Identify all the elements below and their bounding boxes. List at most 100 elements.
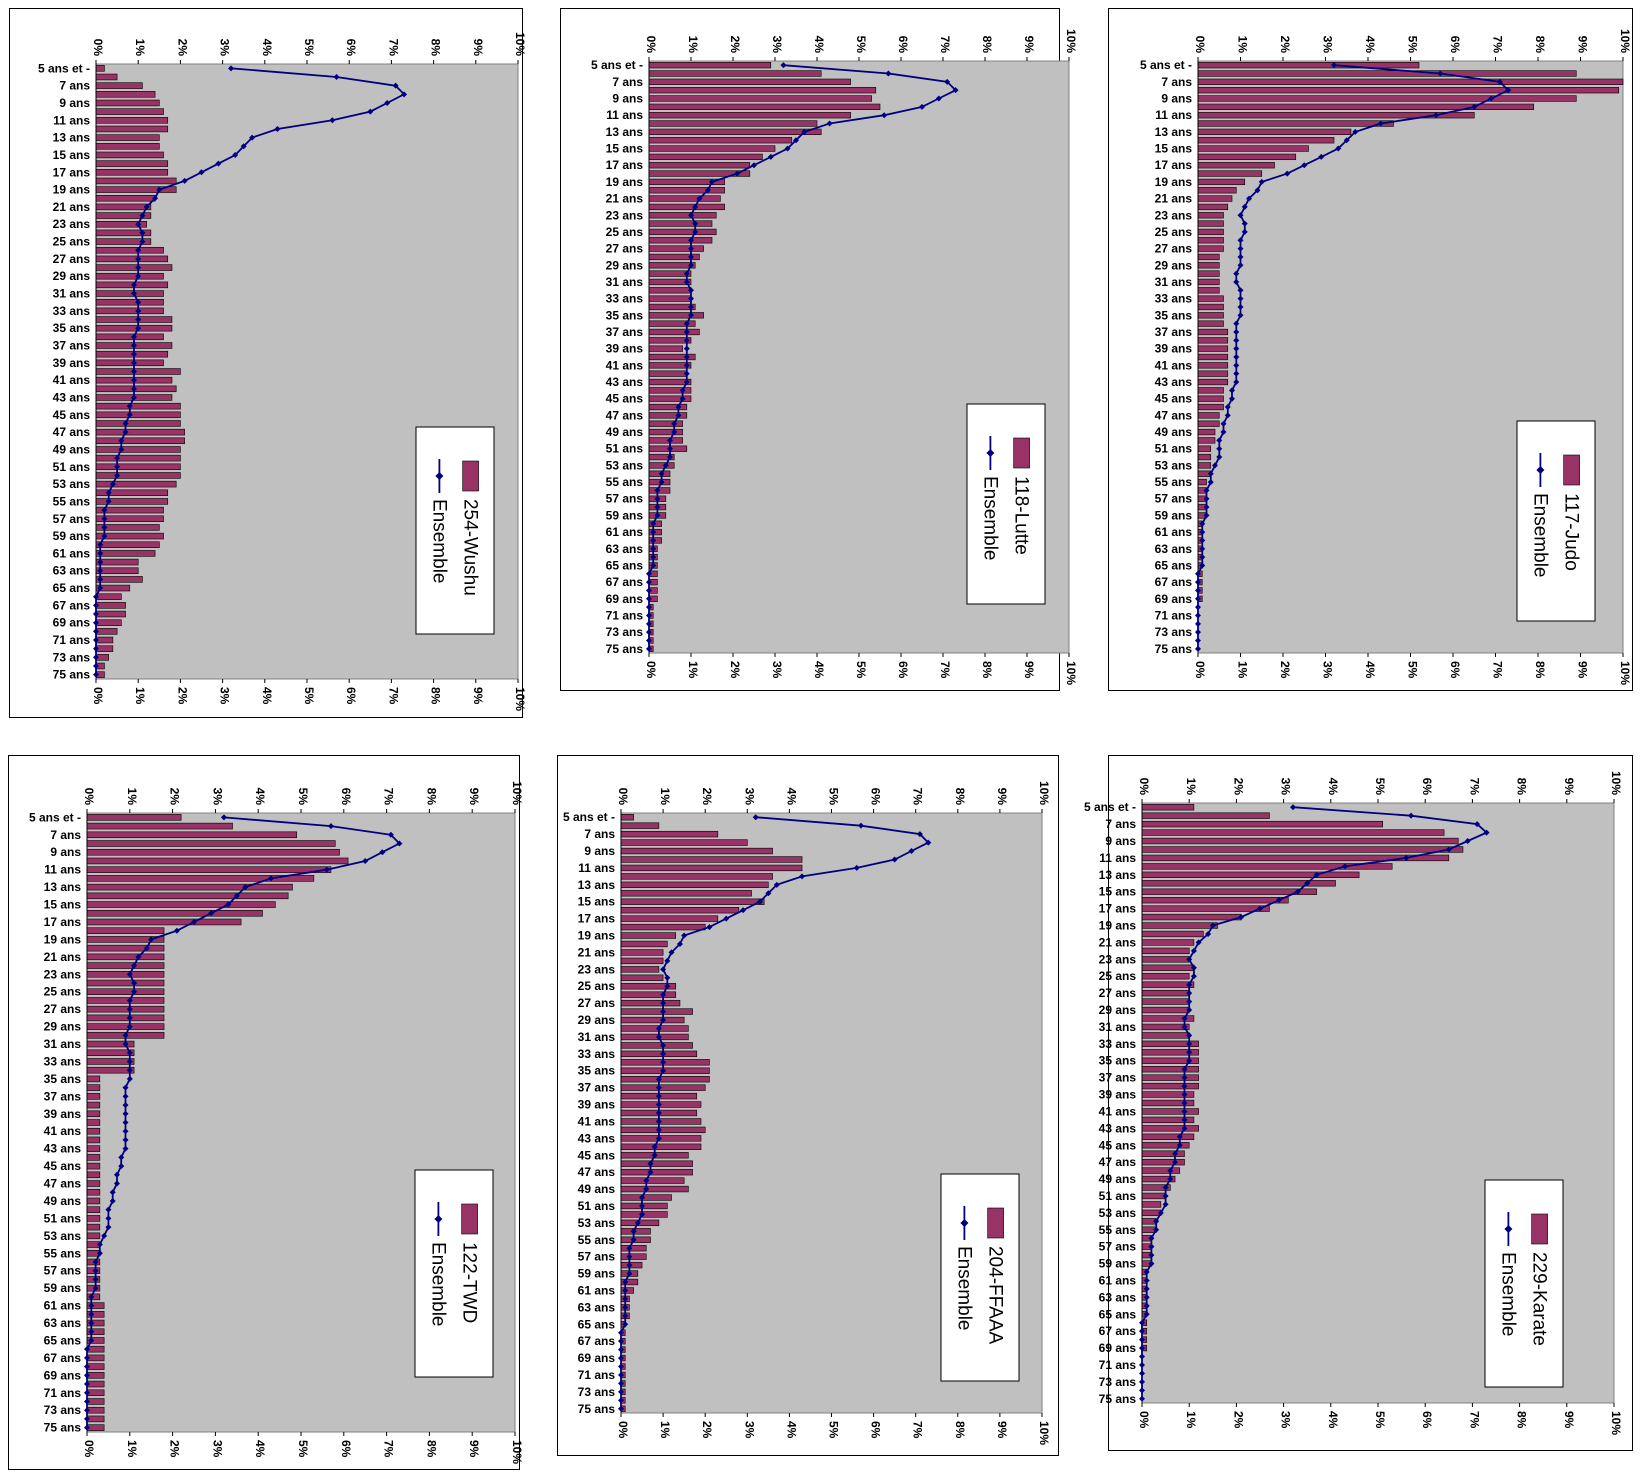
bar	[86, 857, 349, 865]
bar	[86, 988, 165, 995]
category-label: 11 ans	[1099, 851, 1136, 865]
category-label: 59 ans	[44, 1281, 82, 1295]
bar	[1197, 370, 1229, 377]
series-point	[630, 1236, 637, 1243]
series-point	[114, 472, 121, 479]
series-point	[780, 62, 787, 69]
bar	[648, 195, 721, 202]
chart-panel-wushu: 5 ans et - 7 ans 9 ans 11 ans 13 ans 15 ans 17…	[9, 8, 527, 718]
series-point	[683, 270, 690, 277]
series-point	[1195, 645, 1201, 652]
series-point	[1275, 897, 1282, 904]
tick-label: 1%	[133, 39, 147, 57]
chart-panel-ffaaa: 5 ans et - 7 ans 9 ans 11 ans 13 ans 15 ans 17…	[557, 755, 1059, 1456]
bar	[95, 307, 164, 315]
bar	[1197, 103, 1535, 110]
series-point	[1203, 512, 1210, 519]
chart-svg: 5 ans et - 7 ans 9 ans 11 ans 13 ans 15 ans 17…	[29, 781, 524, 1464]
series-point	[1203, 495, 1210, 502]
tick-label: 4%	[1363, 36, 1377, 54]
tick-label: 9%	[1576, 36, 1590, 54]
series-point	[122, 1145, 129, 1152]
series-point	[643, 1186, 650, 1193]
series-point	[1505, 87, 1512, 94]
category-label: 61 ans	[606, 525, 644, 539]
bar	[95, 541, 160, 548]
tick-label: 4%	[1326, 778, 1340, 796]
series-point	[916, 831, 923, 838]
tick-label: 10%	[1037, 1421, 1051, 1445]
series-point	[1237, 253, 1244, 260]
tick-label: 5%	[854, 661, 868, 679]
bar	[95, 151, 164, 159]
bar	[95, 446, 181, 453]
tick-label: 1%	[658, 788, 672, 806]
bar	[1141, 956, 1190, 963]
series-point	[1341, 863, 1348, 870]
series-point	[1186, 1057, 1193, 1064]
tick-label: 10%	[513, 687, 527, 711]
series-point	[692, 220, 699, 227]
chart-panel-judo: 5 ans et - 7 ans 9 ans 11 ans 13 ans 15 ans 17…	[1108, 8, 1633, 691]
series-point	[658, 470, 665, 477]
bar	[620, 1194, 672, 1201]
series-point	[1181, 1125, 1188, 1132]
bar	[95, 324, 173, 332]
category-label: 39 ans	[606, 342, 644, 356]
bar	[1197, 420, 1220, 427]
category-label: 45 ans	[606, 392, 644, 406]
category-label: 5 ans et -	[563, 810, 615, 824]
bar	[95, 480, 177, 488]
series-point	[135, 316, 142, 323]
series-point	[1203, 504, 1210, 511]
category-label: 27 ans	[44, 1002, 82, 1016]
category-label: 7 ans	[1105, 817, 1136, 831]
category-label: 65 ans	[53, 581, 91, 595]
category-label: 19 ans	[53, 183, 91, 197]
series-point	[362, 857, 369, 864]
bar	[1197, 195, 1233, 202]
legend-line-marker	[435, 472, 444, 480]
bar	[1197, 453, 1212, 461]
category-label: 75 ans	[44, 1421, 82, 1435]
legend-line-marker	[1536, 466, 1545, 474]
series-point	[130, 333, 137, 340]
series-point	[118, 1154, 125, 1161]
category-label: 25 ans	[53, 235, 91, 249]
tick-label: 5%	[1373, 1411, 1387, 1429]
category-label: 29 ans	[578, 1013, 616, 1027]
legend-label: 229-Karate	[1529, 1252, 1550, 1346]
category-label: 53 ans	[1099, 1206, 1137, 1220]
bar	[1197, 237, 1224, 244]
series-point	[1195, 629, 1201, 636]
series-point	[688, 312, 694, 319]
series-point	[667, 454, 673, 461]
series-point	[935, 95, 942, 102]
tick-label: 5%	[1406, 36, 1420, 54]
series-point	[143, 203, 150, 210]
series-point	[1195, 620, 1201, 627]
bar	[95, 411, 181, 419]
series-point	[1139, 1319, 1145, 1326]
series-point	[1377, 120, 1384, 127]
series-point	[392, 82, 399, 89]
category-label: 53 ans	[1155, 458, 1193, 472]
tick-label: 10%	[513, 32, 527, 56]
tick-label: 8%	[953, 788, 967, 806]
series-point	[101, 515, 108, 522]
category-label: 35 ans	[53, 321, 91, 335]
tick-label: 4%	[260, 39, 274, 57]
category-label: 39 ans	[578, 1098, 616, 1112]
series-point	[1483, 829, 1490, 836]
bar	[620, 873, 773, 880]
category-label: 15 ans	[578, 895, 616, 909]
series-point	[618, 1355, 624, 1362]
series-point	[857, 822, 864, 829]
category-label: 51 ans	[578, 1199, 616, 1213]
tick-label: 9%	[1562, 1411, 1576, 1429]
bar	[648, 128, 822, 136]
category-label: 67 ans	[1099, 1324, 1137, 1338]
bar	[1197, 437, 1216, 444]
series-point	[655, 1118, 662, 1125]
tick-label: 5%	[296, 1440, 310, 1458]
